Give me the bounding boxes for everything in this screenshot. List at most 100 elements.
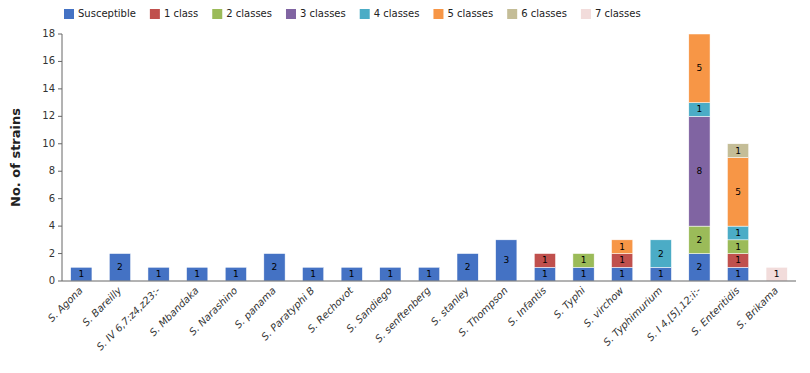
- data-label: 1: [735, 255, 741, 265]
- x-tick-label: S. Agona: [46, 285, 85, 324]
- bar-segment: [109, 253, 130, 254]
- bar-segment: [573, 254, 594, 268]
- data-label: 8: [697, 166, 703, 176]
- x-tick-label: S. Infantis: [505, 285, 548, 328]
- bar-segment: [418, 267, 439, 268]
- bar-segment: [534, 253, 555, 254]
- bar-segment: [534, 254, 555, 268]
- data-label: 2: [697, 235, 703, 245]
- bar-segment: [225, 267, 246, 268]
- bar-segment: [727, 240, 748, 254]
- bar-segment: [264, 253, 285, 254]
- bar-segment: [727, 267, 748, 281]
- bar-segment: [418, 267, 439, 268]
- bar-segment: [418, 267, 439, 268]
- data-label: 1: [542, 255, 548, 265]
- bar-segment: [71, 267, 92, 268]
- data-label: 2: [117, 262, 123, 272]
- bar-segment: [187, 267, 208, 268]
- data-label: 1: [194, 269, 200, 279]
- bar-segment: [418, 267, 439, 268]
- x-tick-label: S. senftenberg: [373, 285, 433, 345]
- bar-segment: [109, 253, 130, 254]
- legend-label: 6 classes: [521, 8, 567, 19]
- bar-segment: [264, 254, 285, 281]
- data-label: 1: [735, 269, 741, 279]
- bar-segment: [187, 267, 208, 268]
- x-tick-label: S. Narashino: [187, 285, 240, 338]
- bar-segment: [341, 267, 362, 268]
- data-label: 1: [774, 269, 780, 279]
- x-tick-label: S. Paratyphi B: [259, 285, 317, 343]
- legend-swatch: [212, 9, 222, 19]
- bar-segment: [225, 267, 246, 268]
- bar-segment: [689, 34, 710, 35]
- bar-segment: [148, 267, 169, 268]
- bar-segment: [225, 267, 246, 281]
- bar-segment: [302, 267, 323, 268]
- bar-segment: [650, 240, 671, 267]
- series: [612, 34, 749, 254]
- bars: [71, 34, 788, 281]
- bar-segment: [380, 267, 401, 268]
- data-label: 1: [78, 269, 84, 279]
- bar-segment: [109, 254, 130, 281]
- bar-segment: [187, 267, 208, 281]
- bar-segment: [496, 239, 517, 240]
- bar-segment: [225, 267, 246, 268]
- legend-label: 2 classes: [226, 8, 272, 19]
- bar-segment: [148, 267, 169, 281]
- bar-segment: [109, 253, 130, 254]
- bar-segment: [766, 267, 787, 281]
- bar-segment: [187, 267, 208, 268]
- data-labels: 121112111123111121111121821115511: [78, 63, 779, 279]
- legend-swatch: [150, 9, 160, 19]
- y-tick-label: 0: [49, 275, 55, 286]
- y-tick: [58, 226, 62, 227]
- bar-segment: [71, 267, 92, 268]
- data-label: 5: [697, 63, 703, 73]
- bar-segment: [534, 267, 555, 281]
- data-label: 1: [581, 269, 587, 279]
- bar-segment: [457, 253, 478, 254]
- bar-segment: [496, 239, 517, 240]
- data-label: 1: [735, 242, 741, 252]
- bar-segment: [187, 267, 208, 268]
- bar-segment: [573, 253, 594, 254]
- data-label: 1: [233, 269, 239, 279]
- bar-segment: [457, 253, 478, 254]
- bar-segment: [380, 267, 401, 268]
- bar-segment: [302, 267, 323, 268]
- y-axis: 024681012141618: [42, 28, 62, 286]
- data-label: 2: [658, 249, 664, 259]
- series: [766, 267, 787, 281]
- bar-segment: [418, 267, 439, 268]
- bar-segment: [727, 143, 748, 144]
- bar-segment: [341, 267, 362, 268]
- bar-segment: [341, 267, 362, 268]
- data-label: 1: [581, 255, 587, 265]
- data-label: 2: [697, 262, 703, 272]
- series: [534, 254, 748, 268]
- y-axis-line: [62, 34, 63, 281]
- y-tick-label: 2: [49, 248, 55, 259]
- bar-segment: [727, 158, 748, 227]
- bar-segment: [380, 267, 401, 268]
- data-label: 1: [542, 269, 548, 279]
- bar-segment: [148, 267, 169, 268]
- bar-segment: [612, 254, 633, 268]
- x-tick-label: S. Brikama: [734, 285, 780, 331]
- bar-segment: [341, 267, 362, 268]
- bar-segment: [380, 267, 401, 268]
- series: [650, 103, 749, 268]
- data-label: 1: [735, 146, 741, 156]
- bar-segment: [225, 267, 246, 268]
- data-label: 1: [619, 269, 625, 279]
- bar-segment: [109, 253, 130, 254]
- bar-segment: [496, 239, 517, 240]
- data-label: 1: [735, 228, 741, 238]
- x-tick-label: S. Typhi: [551, 285, 587, 321]
- bar-segment: [264, 253, 285, 254]
- bar-segment: [418, 267, 439, 281]
- bar-segment: [148, 267, 169, 268]
